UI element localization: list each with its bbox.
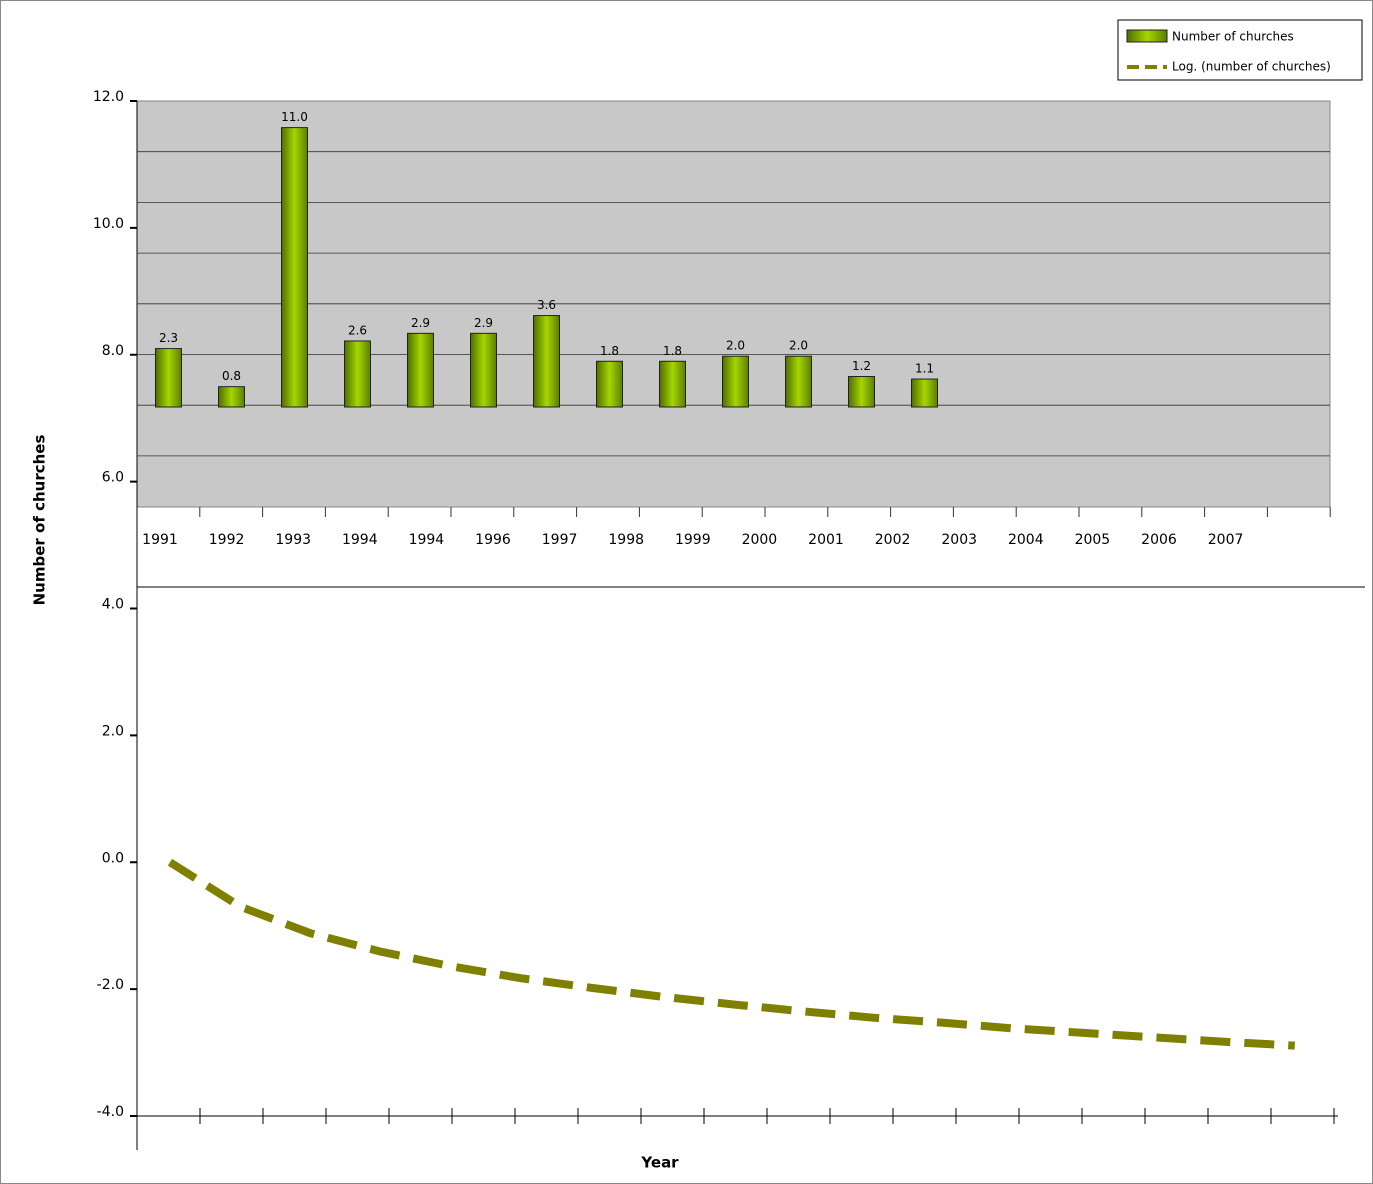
bar bbox=[407, 332, 434, 408]
y-tick-label: 10.0 bbox=[93, 216, 124, 232]
x-tick-label: 1991 bbox=[142, 532, 178, 548]
data-label: 2.0 bbox=[726, 339, 745, 353]
x-tick-label: 1992 bbox=[209, 532, 245, 548]
x-tick-label: 1993 bbox=[275, 532, 311, 548]
trendline bbox=[167, 858, 1296, 1050]
data-label: 2.9 bbox=[411, 316, 430, 330]
x-tick-label: 2005 bbox=[1075, 532, 1111, 548]
bar bbox=[470, 332, 497, 408]
bar bbox=[281, 127, 308, 408]
data-label: 2.9 bbox=[474, 316, 493, 330]
x-tick-label: 1994 bbox=[342, 532, 378, 548]
y-tick-label: -2.0 bbox=[97, 977, 124, 993]
x-axis-title: Year bbox=[640, 1154, 679, 1172]
x-tick-label: 2006 bbox=[1141, 532, 1177, 548]
bar bbox=[596, 360, 623, 408]
x-tick-label: 1996 bbox=[475, 532, 511, 548]
legend-label: Number of churches bbox=[1172, 30, 1294, 44]
bar bbox=[848, 376, 875, 408]
bar bbox=[659, 360, 686, 408]
bar bbox=[785, 355, 812, 408]
y-tick-label: 0.0 bbox=[102, 850, 124, 866]
bar bbox=[344, 340, 371, 408]
x-tick-label: 2002 bbox=[875, 532, 911, 548]
data-label: 2.3 bbox=[159, 331, 178, 345]
x-tick-label: 1994 bbox=[409, 532, 445, 548]
y-axis-title: Number of churches bbox=[31, 435, 49, 606]
y-tick-label: 4.0 bbox=[102, 597, 124, 613]
x-tick-label: 1999 bbox=[675, 532, 711, 548]
bar bbox=[722, 355, 749, 408]
x-tick-label: 1997 bbox=[542, 532, 578, 548]
bar bbox=[155, 348, 182, 408]
data-label: 11.0 bbox=[281, 110, 308, 124]
data-label: 0.8 bbox=[222, 369, 241, 383]
x-tick-label: 2003 bbox=[941, 532, 977, 548]
x-tick-label: 2004 bbox=[1008, 532, 1044, 548]
x-tick-label: 2007 bbox=[1208, 532, 1244, 548]
y-tick-label: 6.0 bbox=[102, 470, 124, 486]
data-label: 1.8 bbox=[600, 344, 619, 358]
bar bbox=[911, 378, 938, 408]
data-label: 2.0 bbox=[789, 339, 808, 353]
y-tick-label: 2.0 bbox=[102, 723, 124, 739]
bar bbox=[218, 386, 245, 408]
data-label: 1.8 bbox=[663, 344, 682, 358]
x-tick-label: 2001 bbox=[808, 532, 844, 548]
data-label: 1.2 bbox=[852, 359, 871, 373]
y-tick-label: 8.0 bbox=[102, 343, 124, 359]
legend-label: Log. (number of churches) bbox=[1172, 60, 1331, 74]
y-tick-label: -4.0 bbox=[97, 1104, 124, 1120]
y-tick-label: 12.0 bbox=[93, 89, 124, 105]
legend-swatch bbox=[1126, 29, 1168, 43]
x-tick-label: 2000 bbox=[742, 532, 778, 548]
bar bbox=[533, 315, 560, 408]
data-label: 3.6 bbox=[537, 298, 556, 312]
data-label: 2.6 bbox=[348, 323, 367, 337]
x-tick-label: 1998 bbox=[608, 532, 644, 548]
data-label: 1.1 bbox=[915, 362, 934, 376]
